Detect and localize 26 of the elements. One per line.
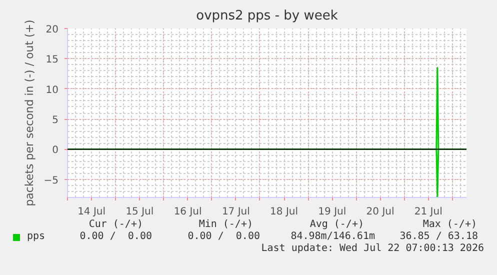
y-tick-label: −5 xyxy=(44,175,59,186)
text: Avg (-/+) xyxy=(310,218,364,232)
text: Max (-/+) xyxy=(422,218,477,232)
text: 84.98m/146.61m xyxy=(290,230,375,243)
y-tick-label: 20 xyxy=(46,24,59,36)
text: 0.00 / 0.00 xyxy=(80,230,152,244)
y-tick-label: 5 xyxy=(52,115,59,126)
y-tick-label: 0 xyxy=(52,145,59,156)
x-tick-label: 15 Jul xyxy=(126,206,154,218)
x-tick-label: 17 Jul xyxy=(222,206,250,218)
x-tick-label: 16 Jul xyxy=(174,206,202,218)
x-tick-label: 21 Jul xyxy=(414,206,442,218)
text: 36.85 / 63.18 xyxy=(400,230,478,244)
text: Last update: Wed Jul 22 07:00:13 2026 xyxy=(261,242,484,256)
y-axis-title: packets per second in (-) / out (+) xyxy=(22,20,36,206)
text: 0.00 / 0.00 xyxy=(188,230,260,244)
y-tick-label: 15 xyxy=(46,54,59,66)
legend-label: pps xyxy=(27,230,46,244)
x-tick-label: 19 Jul xyxy=(318,206,346,218)
chart-title: ovpns2 pps - by week xyxy=(196,8,338,24)
text: Cur (-/+) xyxy=(88,218,143,232)
text: Min (-/+) xyxy=(198,218,253,232)
x-tick-label: 18 Jul xyxy=(270,206,298,218)
x-tick-label: 20 Jul xyxy=(366,206,394,218)
x-tick-label: 14 Jul xyxy=(78,206,106,218)
y-tick-label: 10 xyxy=(46,84,59,96)
